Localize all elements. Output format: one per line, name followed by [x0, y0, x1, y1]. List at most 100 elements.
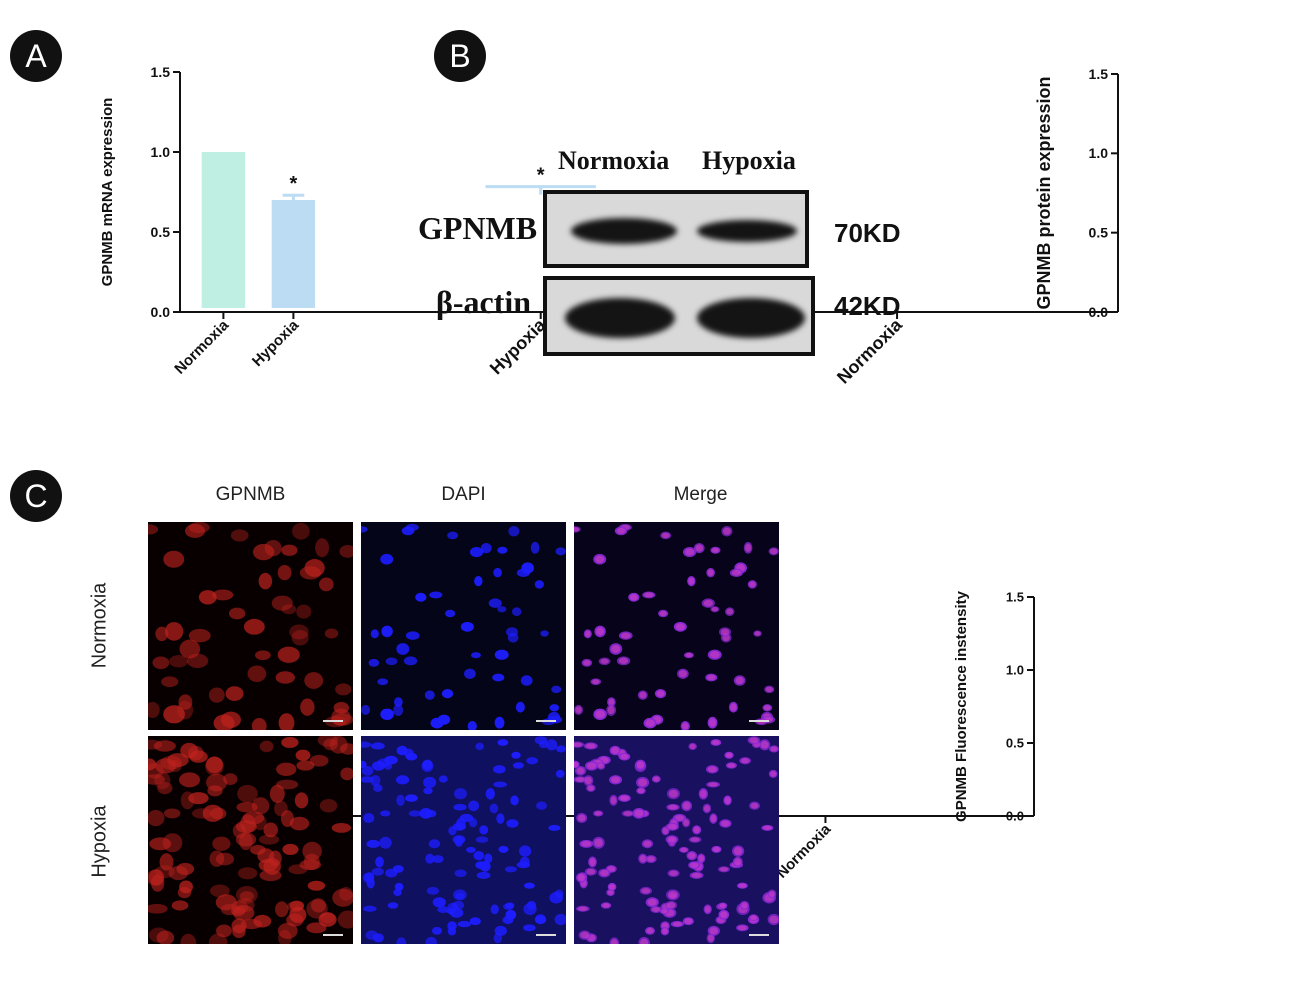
cell-overlap [700, 789, 707, 798]
cell-overlap [611, 644, 621, 654]
cell [468, 800, 480, 812]
cell [534, 580, 544, 589]
cell-overlap [707, 674, 716, 681]
cell-overlap [602, 903, 610, 908]
cell-overlap [683, 819, 689, 826]
cell-overlap [667, 836, 677, 843]
cell [299, 566, 322, 580]
cell [235, 886, 258, 904]
cell-overlap [727, 763, 736, 768]
cell [340, 743, 353, 755]
cell [303, 853, 320, 871]
cell [370, 742, 385, 750]
cell-overlap [725, 752, 733, 758]
cell [379, 836, 392, 849]
cell [232, 924, 246, 938]
cell [206, 756, 223, 774]
cell [505, 627, 519, 637]
cell-overlap [574, 761, 579, 768]
cell-overlap [711, 607, 719, 612]
cell-overlap [754, 631, 761, 636]
cell [383, 762, 393, 770]
cell-overlap [574, 527, 579, 532]
cell [506, 819, 519, 828]
cell [452, 900, 465, 910]
y-tick-label: 1.5 [151, 64, 171, 80]
cell-overlap [623, 811, 633, 816]
blot-protein-beta-actin: β-actin [436, 284, 532, 320]
cell [179, 880, 193, 894]
cell [235, 832, 257, 847]
cell [377, 678, 389, 686]
cell [523, 924, 536, 932]
cell [179, 772, 201, 788]
cell [408, 810, 422, 817]
cell [154, 758, 177, 774]
cell [526, 900, 537, 910]
cell [164, 622, 184, 641]
cell [453, 788, 467, 800]
cell [271, 595, 293, 611]
cell [393, 704, 404, 716]
cell [179, 639, 201, 659]
cell [370, 775, 381, 787]
cell [396, 643, 410, 655]
cell [430, 717, 444, 729]
cell [469, 817, 478, 828]
cell [163, 705, 185, 724]
cell [479, 825, 489, 835]
cell [362, 872, 374, 883]
cell-overlap [724, 796, 731, 804]
cell [516, 568, 531, 578]
cell [230, 529, 249, 542]
cell-overlap [709, 651, 720, 659]
image-merge-hypoxia-cells [574, 736, 779, 944]
cell-overlap [735, 676, 744, 685]
cell-overlap [577, 814, 586, 822]
cell [237, 784, 258, 803]
cell [467, 721, 477, 730]
cell-overlap [575, 706, 582, 714]
scale-bar [749, 720, 769, 722]
cell [319, 798, 338, 813]
cell [405, 752, 418, 761]
cell [152, 656, 170, 670]
scale-bar [749, 934, 769, 936]
cell-overlap [595, 555, 605, 563]
cell [180, 933, 197, 944]
image-dapi-normoxia [361, 522, 566, 730]
image-dapi-hypoxia-cells [361, 736, 566, 944]
cell [475, 861, 488, 870]
cell [156, 930, 175, 944]
cell-overlap [609, 884, 616, 890]
cell [149, 837, 172, 851]
cell-overlap [684, 918, 693, 924]
cell-overlap [769, 915, 779, 924]
band-gpnmb-hypoxia [697, 220, 797, 242]
cell-overlap [589, 858, 596, 866]
cell [269, 784, 285, 803]
cell-overlap [636, 761, 645, 769]
cell [361, 526, 368, 533]
blot-size-42kd: 42KD [834, 291, 901, 321]
cell [493, 781, 508, 788]
cell-overlap [661, 928, 668, 935]
cell-overlap [577, 874, 585, 882]
cell [428, 839, 441, 849]
cell [371, 867, 384, 876]
cell [457, 920, 472, 928]
panel-b-badge: B [434, 30, 486, 82]
cell [296, 604, 312, 619]
cell-overlap [720, 911, 728, 919]
cell-overlap [770, 771, 777, 777]
cell [505, 909, 517, 920]
cell [236, 801, 258, 813]
image-merge-hypoxia [574, 736, 779, 944]
cell [548, 824, 561, 831]
cell [492, 673, 505, 682]
image-merge-normoxia [574, 522, 779, 730]
cell-overlap [620, 753, 629, 760]
cell [318, 577, 334, 592]
cell [337, 910, 353, 929]
